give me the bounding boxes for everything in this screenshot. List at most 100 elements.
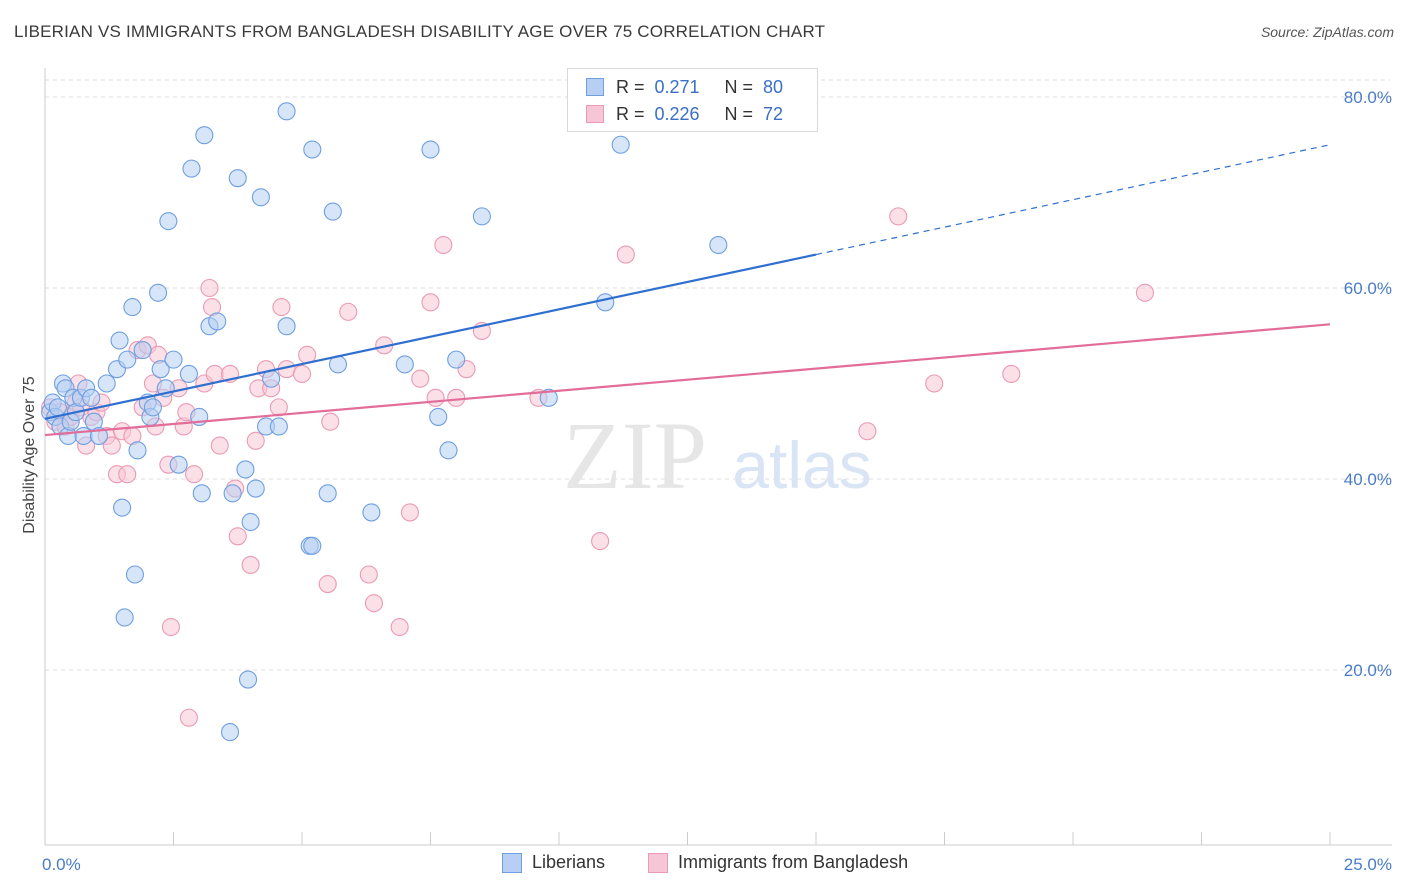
- point-liberians: [318, 484, 337, 503]
- y-tick-label: 40.0%: [1344, 470, 1392, 489]
- point-liberians: [362, 503, 381, 522]
- point-liberians: [208, 312, 227, 331]
- chart-title: LIBERIAN VS IMMIGRANTS FROM BANGLADESH D…: [14, 22, 826, 41]
- point-bangladesh: [889, 207, 908, 226]
- axes: [44, 68, 1392, 846]
- trend-line-liberians: [44, 253, 817, 420]
- point-liberians: [192, 484, 211, 503]
- point-liberians: [159, 212, 178, 231]
- point-liberians: [439, 441, 458, 460]
- point-bangladesh: [434, 235, 453, 255]
- legend-n-label: N =: [724, 76, 754, 97]
- point-liberians: [115, 608, 134, 627]
- legend-r-label: R =: [616, 76, 645, 97]
- point-liberians: [421, 140, 440, 159]
- point-liberians: [303, 536, 322, 555]
- point-liberians: [277, 317, 296, 336]
- y-axis-title: Disability Age Over 75: [21, 376, 38, 534]
- trend-line-bangladesh: [44, 323, 1331, 437]
- point-liberians: [128, 441, 147, 460]
- point-bangladesh: [411, 369, 430, 388]
- point-bangladesh: [200, 278, 219, 298]
- legend-item-liberians: Liberians: [502, 852, 605, 873]
- point-liberians: [179, 364, 198, 384]
- point-bangladesh: [400, 503, 419, 522]
- legend-label-bangladesh: Immigrants from Bangladesh: [678, 852, 909, 872]
- point-liberians: [169, 455, 188, 474]
- legend-item-bangladesh: Immigrants from Bangladesh: [648, 852, 908, 873]
- point-bangladesh: [1135, 283, 1155, 302]
- point-liberians: [238, 670, 258, 689]
- point-bangladesh: [272, 298, 291, 317]
- point-liberians: [164, 350, 183, 369]
- point-liberians: [246, 479, 265, 498]
- point-bangladesh: [210, 436, 229, 455]
- point-bangladesh: [241, 555, 260, 575]
- data-points: [41, 102, 1155, 742]
- point-liberians: [303, 140, 322, 159]
- point-liberians: [143, 398, 162, 417]
- legend-swatch-liberians: [502, 852, 522, 873]
- point-liberians: [277, 102, 296, 121]
- point-liberians: [149, 283, 168, 302]
- point-bangladesh: [421, 293, 440, 312]
- point-liberians: [709, 235, 728, 255]
- point-liberians: [251, 188, 270, 207]
- point-bangladesh: [858, 422, 877, 441]
- watermark: ZIP atlas: [563, 402, 872, 509]
- tick-labels: 20.0% 40.0% 60.0% 80.0% 0.0% 25.0%: [42, 88, 1392, 874]
- point-bangladesh: [616, 245, 635, 264]
- point-bangladesh: [390, 617, 409, 637]
- y-tick-label: 20.0%: [1344, 661, 1392, 680]
- correlation-legend: R = 0.271 N = 80 R = 0.226 N = 72: [567, 68, 818, 132]
- x-tick-label: 0.0%: [42, 855, 81, 874]
- legend-r-value: 0.226: [654, 103, 700, 124]
- point-bangladesh: [359, 565, 378, 584]
- point-liberians: [596, 293, 615, 312]
- point-bangladesh: [205, 364, 224, 384]
- point-liberians: [151, 360, 170, 379]
- legend-r-value: 0.271: [654, 76, 700, 97]
- legend-swatch-bangladesh: [586, 105, 604, 123]
- y-tick-label: 80.0%: [1344, 88, 1392, 107]
- point-bangladesh: [292, 364, 312, 384]
- point-liberians: [123, 298, 142, 317]
- point-bangladesh: [591, 532, 610, 551]
- point-liberians: [110, 331, 129, 350]
- series-legend: Liberians Immigrants from Bangladesh: [0, 852, 1406, 878]
- point-bangladesh: [185, 465, 204, 484]
- legend-swatch-liberians: [586, 78, 604, 96]
- trend-line-liberians-extension: [815, 144, 1331, 256]
- legend-row-liberians: R = 0.271 N = 80: [586, 75, 783, 99]
- point-bangladesh: [102, 436, 121, 455]
- legend-n-label: N =: [724, 103, 754, 124]
- point-bangladesh: [1002, 364, 1021, 384]
- point-bangladesh: [118, 465, 137, 484]
- point-liberians: [269, 417, 288, 436]
- point-liberians: [447, 350, 466, 369]
- point-bangladesh: [339, 302, 358, 321]
- point-liberians: [118, 350, 137, 369]
- x-tick-label: 25.0%: [1344, 855, 1392, 874]
- point-liberians: [241, 512, 260, 532]
- point-liberians: [182, 159, 201, 178]
- legend-n-value: 80: [763, 76, 784, 97]
- point-liberians: [74, 426, 93, 446]
- point-liberians: [97, 374, 116, 393]
- point-liberians: [429, 407, 448, 426]
- point-liberians: [472, 207, 491, 226]
- point-liberians: [113, 498, 132, 517]
- point-liberians: [195, 126, 214, 145]
- point-bangladesh: [426, 388, 445, 407]
- point-liberians: [125, 565, 144, 584]
- trend-lines: [44, 144, 1331, 437]
- point-bangladesh: [447, 388, 466, 407]
- source-credit: Source: ZipAtlas.com: [1260, 24, 1394, 40]
- legend-n-value: 72: [763, 103, 784, 124]
- point-liberians: [323, 202, 342, 221]
- point-bangladesh: [228, 527, 247, 546]
- point-bangladesh: [246, 431, 265, 450]
- legend-row-bangladesh: R = 0.226 N = 72: [586, 102, 783, 126]
- point-liberians: [236, 460, 255, 479]
